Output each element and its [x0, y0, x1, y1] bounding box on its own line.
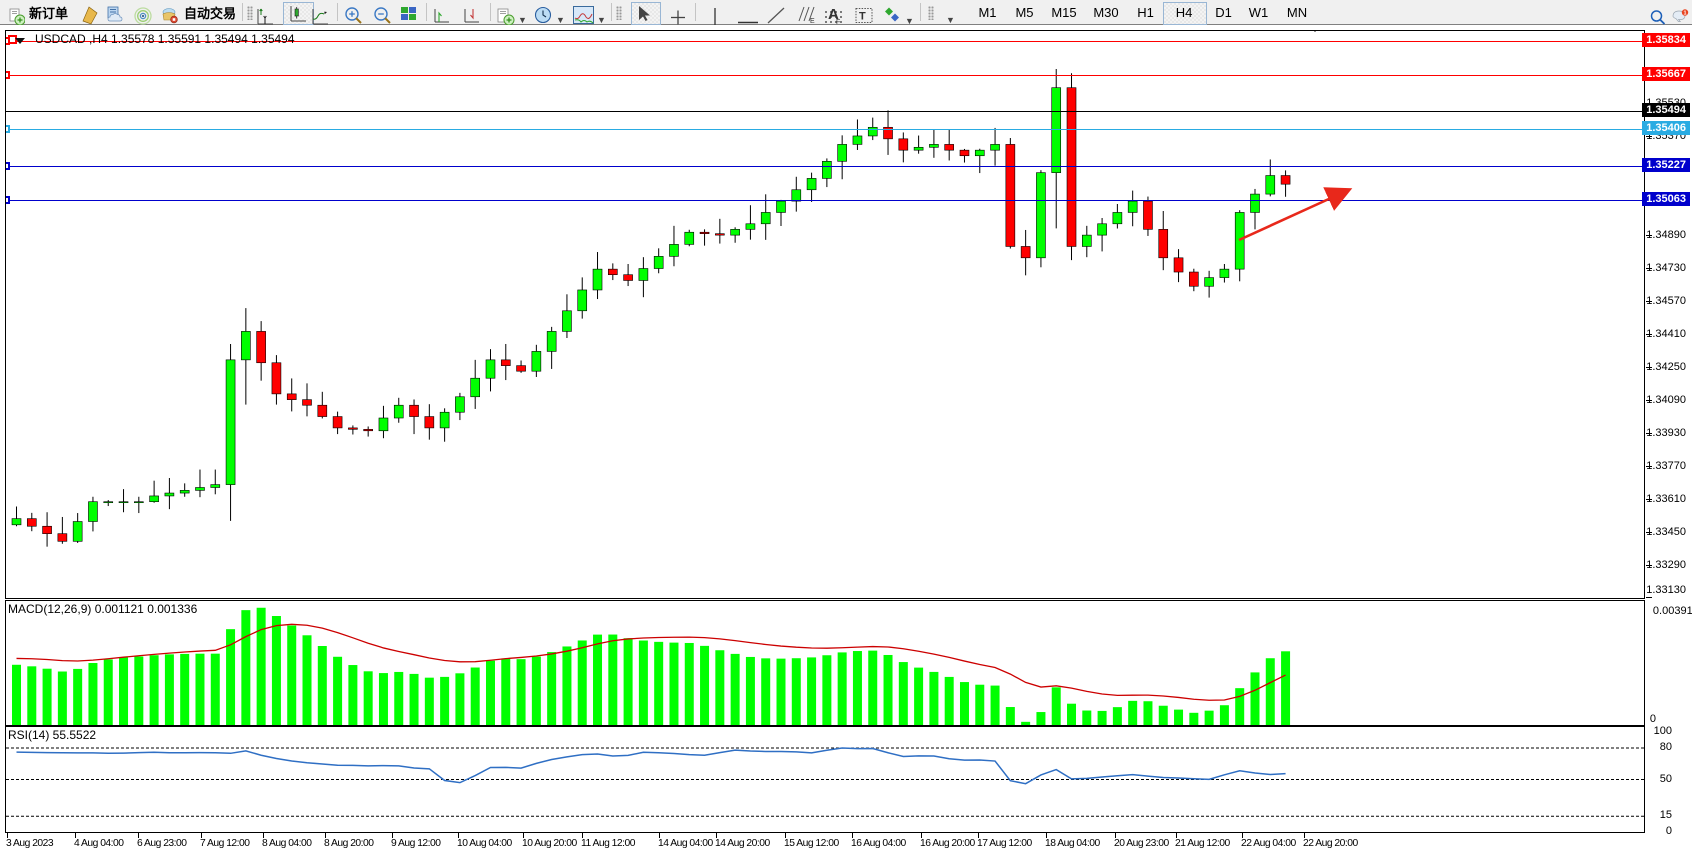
svg-text:1: 1	[1683, 10, 1686, 16]
svg-text:T: T	[859, 11, 866, 23]
svg-text:E: E	[810, 18, 815, 25]
